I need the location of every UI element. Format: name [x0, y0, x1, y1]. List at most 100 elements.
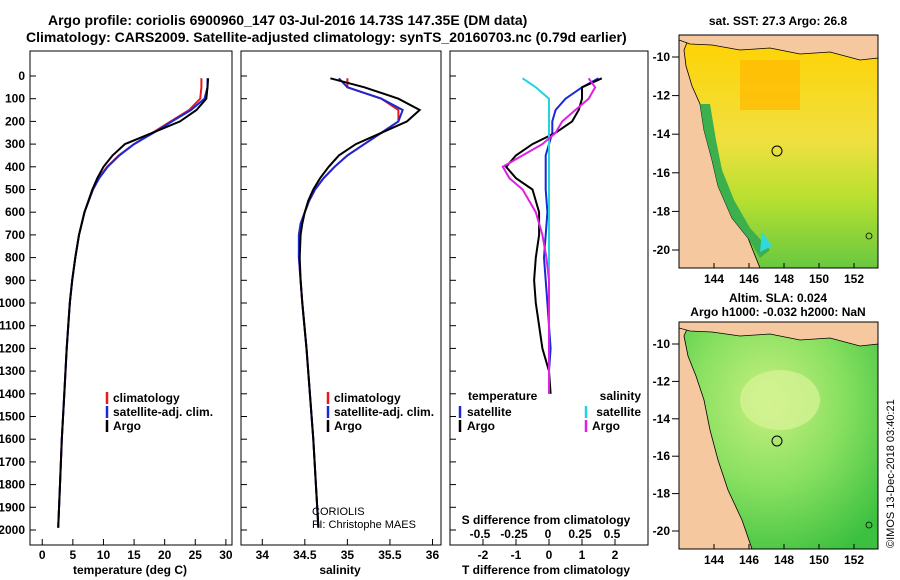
lat-tick-label: -18: [653, 487, 671, 501]
lat-tick-label: -10: [653, 337, 671, 351]
sla-map: [678, 321, 879, 550]
salinity-diff-tick-label: -0.5: [470, 527, 491, 541]
figure-title-line1: Argo profile: coriolis 6900960_147 03-Ju…: [48, 12, 527, 28]
legend-title-temperature: temperature: [468, 389, 538, 403]
lat-tick-label: -10: [653, 50, 671, 64]
salinity-diff-tick-label: 0.25: [568, 527, 592, 541]
lon-tick-label: 144: [704, 272, 724, 286]
depth-tick-label: 1000: [0, 296, 25, 310]
salinity-plot-frame: [240, 50, 442, 546]
depth-tick-label: 1200: [0, 341, 25, 355]
depth-tick-label: 0: [18, 69, 25, 83]
lon-tick-label: 148: [774, 272, 794, 286]
x-tick-label: 34.5: [293, 548, 317, 562]
depth-tick-label: 1900: [0, 500, 25, 514]
x-tick-label: 20: [158, 548, 172, 562]
salinity-difference-ticks: -0.5 -0.25 0 0.25 0.5: [470, 527, 621, 541]
series-line-climatology: [57, 78, 203, 528]
legend-label-climatology: climatology: [334, 391, 401, 405]
lat-tick-label: -20: [653, 524, 671, 538]
sst-cyan-patch: [760, 232, 772, 252]
sst-marker: [865, 232, 873, 240]
series-line-salinity-argo: [501, 77, 597, 394]
x-tick-label: 0: [39, 548, 46, 562]
sst-map-frame: [678, 34, 879, 269]
sla-map-title-line1: Altim. SLA: 0.024: [729, 291, 827, 305]
salinity-diff-tick-label: 0: [545, 527, 552, 541]
temperature-series: [57, 78, 210, 528]
series-line-argo: [298, 77, 422, 528]
legend-label-satellite: satellite-adj. clim.: [334, 405, 434, 419]
lon-tick-label: 146: [739, 553, 759, 567]
sst-argo-location: [771, 145, 783, 157]
sst-map-lat-ticks: -10 -12 -14 -16 -18 -20: [653, 50, 679, 257]
legend-label-s-argo: Argo: [592, 419, 620, 433]
temperature-x-ticks: 0 5 10 15 20 25 30: [39, 539, 233, 562]
sla-map-title-line2: Argo h1000: -0.032 h2000: NaN: [690, 305, 865, 319]
temperature-x-label: temperature (deg C): [73, 563, 187, 577]
x-tick-label: 0: [546, 548, 553, 562]
series-line-temperature-satellite: [542, 77, 599, 394]
legend-label-t-argo: Argo: [467, 419, 495, 433]
salinity-difference-label: S difference from climatology: [462, 513, 631, 527]
x-tick-label: 35.5: [378, 548, 402, 562]
lat-tick-label: -12: [653, 374, 671, 388]
series-line-satellite-adj-clim-: [57, 78, 209, 528]
depth-tick-label: 600: [5, 205, 25, 219]
depth-tick-label: 1500: [0, 410, 25, 424]
lon-tick-label: 148: [774, 553, 794, 567]
lon-tick-label: 150: [809, 272, 829, 286]
x-tick-label: 1: [579, 548, 586, 562]
series-line-temperature-argo: [504, 77, 603, 394]
x-tick-label: -1: [511, 548, 522, 562]
depth-tick-label: 1300: [0, 364, 25, 378]
difference-x-ticks: -2 -1 0 1 2: [478, 539, 619, 562]
sst-map-title: sat. SST: 27.3 Argo: 26.8: [709, 14, 848, 28]
lon-tick-label: 152: [844, 553, 864, 567]
lat-tick-label: -14: [653, 412, 671, 426]
difference-x-label: T difference from climatology: [462, 563, 630, 577]
sla-argo-location: [771, 435, 783, 447]
lon-tick-label: 146: [739, 272, 759, 286]
depth-tick-label: 2000: [0, 523, 25, 537]
difference-series: [501, 77, 603, 394]
lat-tick-label: -12: [653, 89, 671, 103]
temperature-plot-frame: [29, 50, 233, 546]
depth-tick-label: 300: [5, 137, 25, 151]
x-tick-label: 2: [612, 548, 619, 562]
depth-tick-label: 700: [5, 228, 25, 242]
x-tick-label: 30: [219, 548, 233, 562]
depth-tick-label: 400: [5, 160, 25, 174]
salinity-diff-tick-label: -0.25: [500, 527, 528, 541]
x-tick-label: 35: [341, 548, 355, 562]
depth-tick-label: 1600: [0, 432, 25, 446]
lat-tick-label: -20: [653, 243, 671, 257]
footer-stamp: ©IMOS 13-Dec-2018 03:40:21: [885, 399, 897, 548]
legend-title-salinity: salinity: [600, 389, 642, 403]
lat-tick-label: -16: [653, 166, 671, 180]
depth-tick-label: 1800: [0, 478, 25, 492]
x-tick-label: 36: [426, 548, 440, 562]
depth-tick-label: 800: [5, 251, 25, 265]
lon-tick-label: 150: [809, 553, 829, 567]
sla-map-lat-ticks: -10 -12 -14 -16 -18 -20: [653, 337, 679, 538]
lat-tick-label: -16: [653, 449, 671, 463]
legend-label-s-satellite: satellite: [596, 405, 641, 419]
sla-marker: [865, 521, 873, 529]
x-tick-label: 34: [256, 548, 270, 562]
sla-map-lon-ticks: 144 146 148 150 152: [704, 544, 864, 567]
salinity-legend: climatology satellite-adj. clim. Argo: [326, 391, 434, 433]
lon-tick-label: 144: [704, 553, 724, 567]
salinity-x-ticks: 34 34.5 35 35.5 36: [256, 539, 440, 562]
x-tick-label: 5: [70, 548, 77, 562]
sst-map-lon-ticks: 144 146 148 150 152: [704, 263, 864, 286]
depth-tick-label: 200: [5, 114, 25, 128]
difference-legend-salinity: salinity satellite Argo: [584, 389, 642, 433]
temperature-legend: climatology satellite-adj. clim. Argo: [105, 391, 213, 433]
salinity-x-label: salinity: [319, 563, 361, 577]
legend-label-argo: Argo: [334, 419, 362, 433]
sla-high-patch: [740, 370, 820, 430]
lon-tick-label: 152: [844, 272, 864, 286]
salinity-series: [297, 77, 422, 528]
